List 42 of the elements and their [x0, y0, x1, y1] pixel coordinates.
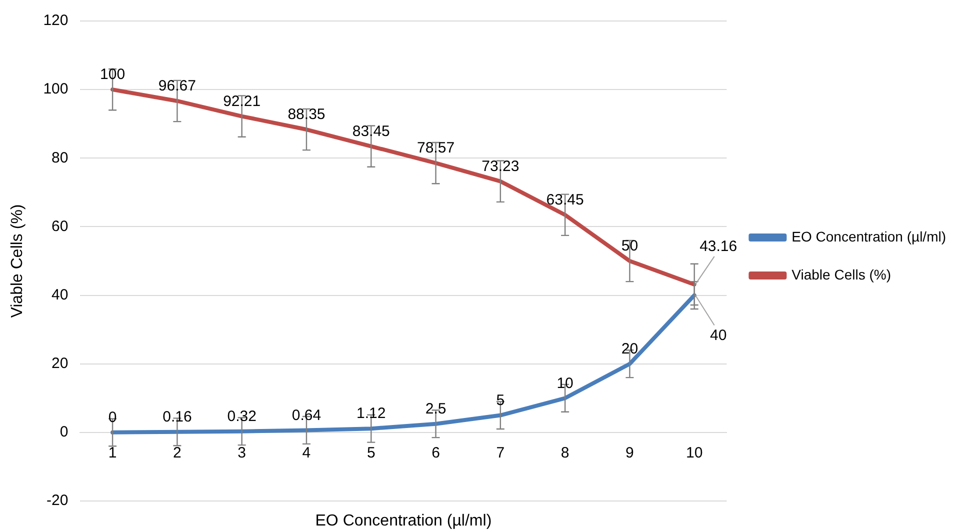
data-label: 88.35	[288, 106, 326, 124]
x-axis-title: EO Concentration (µl/ml)	[315, 512, 492, 530]
data-label: 100	[100, 66, 126, 84]
data-label: 5	[496, 392, 505, 409]
data-label: 0.64	[292, 406, 322, 424]
x-tick-label: 7	[496, 444, 505, 462]
data-label: 10	[556, 374, 574, 392]
data-label: 73.23	[482, 158, 520, 175]
data-label: 83.45	[352, 122, 390, 140]
data-label: 63.45	[546, 192, 584, 209]
data-label: 0.32	[227, 408, 256, 425]
y-tick-label: -20	[46, 492, 68, 510]
data-label: 2.5	[425, 400, 446, 418]
x-tick-label: 1	[108, 444, 117, 462]
x-tick-label: 5	[366, 444, 376, 462]
data-label: 1.12	[356, 405, 386, 422]
data-label: 96.67	[158, 78, 196, 95]
legend-label: EO Concentration (µl/ml)	[792, 228, 946, 244]
data-label: 40	[710, 326, 727, 344]
x-tick-label: 10	[686, 444, 703, 462]
data-label: 43.16	[700, 238, 738, 256]
x-tick-label: 2	[173, 444, 182, 462]
x-tick-label: 4	[302, 444, 311, 462]
y-tick-label: 60	[52, 218, 68, 235]
x-tick-label: 6	[432, 444, 440, 462]
data-label: 92.21	[223, 92, 261, 110]
y-tick-label: 20	[52, 355, 68, 372]
y-tick-label: 80	[52, 149, 68, 166]
legend-label: Viable Cells (%)	[792, 266, 892, 282]
y-tick-label: 0	[60, 424, 68, 441]
y-tick-label: 120	[43, 12, 68, 30]
x-tick-label: 9	[626, 444, 634, 462]
x-tick-label: 8	[560, 444, 570, 462]
y-tick-label: 40	[52, 286, 68, 304]
y-tick-label: 100	[43, 80, 68, 98]
data-label: 20	[621, 340, 638, 358]
data-label: 50	[621, 238, 638, 255]
data-label: 0	[108, 409, 117, 426]
y-axis-title: Viable Cells (%)	[9, 204, 26, 318]
x-tick-label: 3	[238, 444, 246, 462]
data-label: 0.16	[162, 408, 192, 426]
data-label: 78.57	[416, 140, 455, 157]
